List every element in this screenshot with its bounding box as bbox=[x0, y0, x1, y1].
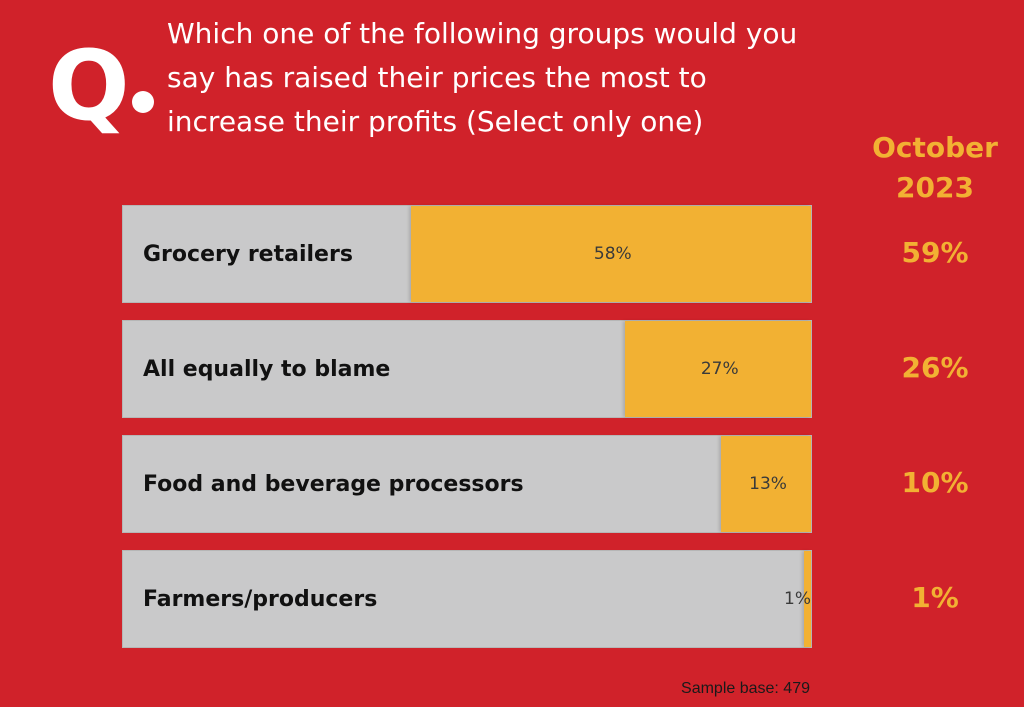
bar-category-label: Food and beverage processors bbox=[143, 471, 524, 497]
bar-value-label: 1% bbox=[784, 589, 811, 609]
comparison-value: 10% bbox=[901, 466, 969, 499]
bar-row: Grocery retailers 58% bbox=[122, 205, 812, 303]
bar-value-label: 58% bbox=[593, 244, 632, 264]
comparison-header: October 2023 bbox=[872, 131, 998, 204]
q-letter: Q bbox=[48, 30, 130, 142]
bar-value-label: 13% bbox=[749, 474, 787, 494]
bar-category-label: Grocery retailers bbox=[143, 241, 353, 267]
comparison-value: 26% bbox=[901, 351, 969, 384]
bar-value-label: 27% bbox=[700, 359, 739, 379]
bar-fill bbox=[804, 551, 811, 647]
bar-row: Farmers/producers 1% bbox=[122, 550, 812, 648]
q-dot bbox=[132, 91, 154, 113]
question-text: Which one of the following groups would … bbox=[167, 17, 798, 138]
bar-category-label: Farmers/producers bbox=[143, 586, 378, 612]
bar-fill bbox=[624, 321, 811, 417]
comparison-value: 59% bbox=[901, 236, 969, 269]
bar-row: Food and beverage processors 13% bbox=[122, 435, 812, 533]
bar-fill bbox=[410, 206, 811, 302]
bar-category-label: All equally to blame bbox=[143, 356, 391, 382]
bar-fill bbox=[721, 436, 811, 532]
comparison-value: 1% bbox=[911, 581, 959, 614]
q-mark: Q bbox=[48, 38, 130, 134]
sample-base: Sample base: 479 bbox=[681, 680, 810, 697]
bar-row: All equally to blame 27% bbox=[122, 320, 812, 418]
